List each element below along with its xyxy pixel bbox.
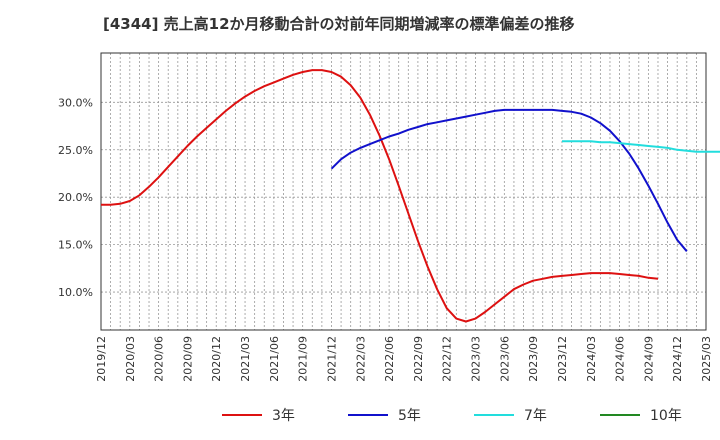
legend-swatch: [474, 414, 514, 416]
x-tick-label: 2022/09: [412, 336, 425, 382]
x-tick-label: 2021/06: [268, 336, 281, 382]
y-tick-label: 20.0%: [58, 191, 93, 204]
series-line-3年: [101, 69, 659, 323]
series-line-5年: [330, 108, 688, 252]
x-tick-label: 2023/12: [556, 336, 569, 382]
legend-item: 3年: [222, 404, 295, 426]
x-tick-label: 2023/03: [470, 336, 483, 382]
x-tick-label: 2020/03: [124, 336, 137, 382]
x-tick-label: 2025/03: [700, 336, 713, 382]
y-tick-label: 10.0%: [58, 286, 93, 299]
x-tick-label: 2020/12: [210, 336, 223, 382]
x-tick-label: 2021/03: [239, 336, 252, 382]
legend-swatch: [222, 414, 262, 416]
legend-label: 3年: [272, 408, 295, 424]
x-tick-label: 2024/12: [671, 336, 684, 382]
x-tick-label: 2024/03: [585, 336, 598, 382]
x-tick-label: 2022/12: [441, 336, 454, 382]
legend-swatch: [600, 414, 640, 416]
plot-area: [101, 53, 706, 330]
y-tick-label: 15.0%: [58, 239, 93, 252]
x-tick-label: 2019/12: [95, 336, 108, 382]
legend-label: 7年: [524, 408, 547, 424]
legend-item: 5年: [348, 404, 421, 426]
x-tick-label: 2023/06: [498, 336, 511, 382]
legend: 3年 5年 7年 10年: [0, 404, 720, 426]
legend-item: 7年: [474, 404, 547, 426]
x-tick-label: 2020/06: [153, 336, 166, 382]
x-tick-label: 2020/09: [181, 336, 194, 382]
chart-title: [4344] 売上高12か月移動合計の対前年同期増減率の標準偏差の推移: [103, 15, 575, 33]
legend-swatch: [348, 414, 388, 416]
x-tick-label: 2024/06: [614, 336, 627, 382]
x-tick-label: 2023/09: [527, 336, 540, 382]
x-tick-label: 2024/09: [642, 336, 655, 382]
plot-frame: [100, 52, 707, 331]
legend-label: 10年: [650, 408, 682, 424]
x-tick-label: 2021/12: [325, 336, 338, 382]
y-tick-label: 25.0%: [58, 144, 93, 157]
x-tick-label: 2022/03: [354, 336, 367, 382]
series-line-7年: [562, 140, 720, 153]
legend-item: 10年: [600, 404, 682, 426]
y-tick-label: 30.0%: [58, 96, 93, 109]
x-tick-label: 2021/09: [297, 336, 310, 382]
x-tick-label: 2022/06: [383, 336, 396, 382]
legend-label: 5年: [398, 408, 421, 424]
